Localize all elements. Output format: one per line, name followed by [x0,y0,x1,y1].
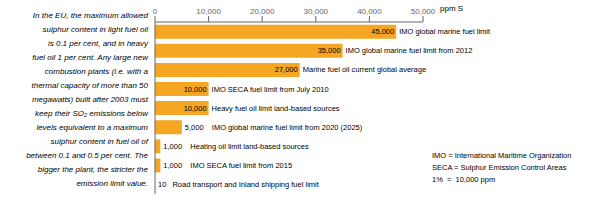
svg-text:50,000: 50,000 [411,7,436,16]
svg-text:30,000: 30,000 [304,7,329,16]
html-text:1% = 10,000 ppm: 1% = 10,000 ppm [432,175,496,184]
html-text:combustion plants (i.e. with a: combustion plants (i.e. with a [44,67,148,76]
svg-text:IMO global marine fuel limit f: IMO global marine fuel limit from 2012 [346,46,473,55]
html-text:sulphur content in fuel oil of: sulphur content in fuel oil of [50,137,148,146]
svg-text:27,000: 27,000 [275,65,298,74]
html-text:keep their SO₂ emissions below: keep their SO₂ emissions below [35,109,148,118]
svg-text:45,000: 45,000 [371,27,394,36]
html-text:ppm S: ppm S [440,4,464,13]
svg-text:IMO global marine fuel limit: IMO global marine fuel limit [399,27,491,36]
svg-text:IMO SECA fuel limit from 2015: IMO SECA fuel limit from 2015 [190,161,292,170]
svg-text:Heating oil limit land-based s: Heating oil limit land-based sources [190,142,309,151]
svg-text:Heavy fuel oil limit land-base: Heavy fuel oil limit land-based sources [212,104,340,113]
svg-text:IMO SECA fuel limit from July: IMO SECA fuel limit from July 2010 [212,85,329,94]
svg-text:Marine fuel oil current global: Marine fuel oil current global average [303,65,426,74]
svg-text:20,000: 20,000 [250,7,275,16]
svg-text:0: 0 [153,7,158,16]
html-text:fuel oil 1 per cent. Any large: fuel oil 1 per cent. Any large new [32,53,148,62]
html-text:sulphur content in light fuel: sulphur content in light fuel oil [42,25,148,34]
html-text:SECA = Sulphur Emission Contro: SECA = Sulphur Emission Control Areas [432,163,567,172]
html-text:between 0.1 and 0.5 per cent.: between 0.1 and 0.5 per cent. The [26,151,148,160]
html-text:In the EU, the maximum allowed: In the EU, the maximum allowed [32,11,148,20]
html-text:emission limit value.: emission limit value. [76,179,148,188]
html-text:bigger the plant, the stricter: bigger the plant, the stricter the [37,165,148,174]
html-text:thermal capacity of more than: thermal capacity of more than 50 [31,81,148,90]
svg-text:IMO global marine fuel limit f: IMO global marine fuel limit from 2020 (… [212,123,363,132]
svg-text:1,000: 1,000 [163,161,182,170]
html-text:IMO = International Maritime O: IMO = International Maritime Organizatio… [432,151,572,160]
svg-text:10,000: 10,000 [184,104,207,113]
svg-text:10,000: 10,000 [184,85,207,94]
svg-text:10,000: 10,000 [196,7,221,16]
svg-text:10: 10 [158,180,166,189]
svg-text:35,000: 35,000 [318,46,341,55]
html-text:levels equivalent to a maximum: levels equivalent to a maximum [36,123,148,132]
html-text:is 0.1 per cent, and in heavy: is 0.1 per cent, and in heavy [47,39,148,48]
html-text:megawatts) built after 2003 mu: megawatts) built after 2003 must [31,95,148,104]
svg-text:5,000: 5,000 [185,123,204,132]
svg-text:Road transport and Inland ship: Road transport and Inland shipping fuel … [172,180,319,189]
svg-text:1,000: 1,000 [163,142,182,151]
svg-text:40,000: 40,000 [357,7,382,16]
